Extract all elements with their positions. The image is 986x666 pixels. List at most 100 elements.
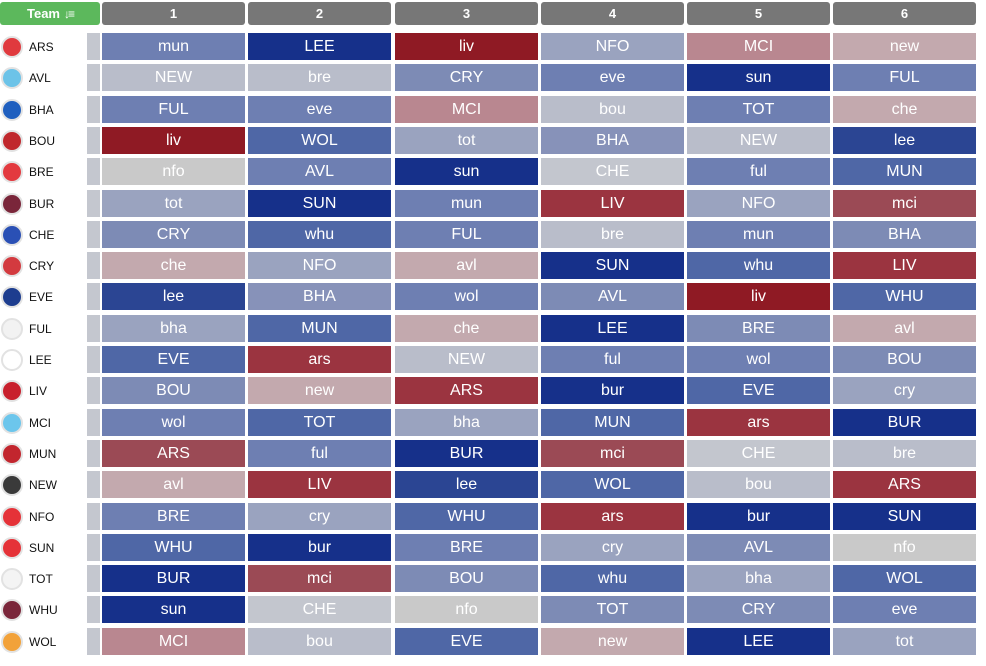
fixture-cell[interactable]: mun	[102, 33, 245, 60]
fixture-cell[interactable]: TOT	[541, 596, 684, 623]
fixture-cell[interactable]: wol	[687, 346, 830, 373]
fixture-cell[interactable]: sun	[102, 596, 245, 623]
fixture-cell[interactable]: LIV	[833, 252, 976, 279]
fixture-cell[interactable]: NEW	[687, 127, 830, 154]
row-drag-handle[interactable]	[87, 628, 100, 655]
fixture-cell[interactable]: MUN	[833, 158, 976, 185]
fixture-cell[interactable]: tot	[102, 190, 245, 217]
row-drag-handle[interactable]	[87, 315, 100, 342]
fixture-cell[interactable]: ARS	[833, 471, 976, 498]
fixture-cell[interactable]: NFO	[687, 190, 830, 217]
fixture-cell[interactable]: nfo	[395, 596, 538, 623]
fixture-cell[interactable]: WHU	[395, 503, 538, 530]
fixture-cell[interactable]: mci	[833, 190, 976, 217]
fixture-cell[interactable]: AVL	[248, 158, 391, 185]
fixture-cell[interactable]: LIV	[248, 471, 391, 498]
fixture-cell[interactable]: whu	[248, 221, 391, 248]
fixture-cell[interactable]: BOU	[395, 565, 538, 592]
fixture-cell[interactable]: mun	[395, 190, 538, 217]
fixture-cell[interactable]: lee	[102, 283, 245, 310]
fixture-cell[interactable]: EVE	[687, 377, 830, 404]
fixture-cell[interactable]: lee	[395, 471, 538, 498]
fixture-cell[interactable]: ars	[541, 503, 684, 530]
fixture-cell[interactable]: ful	[687, 158, 830, 185]
fixture-cell[interactable]: avl	[102, 471, 245, 498]
fixture-cell[interactable]: WOL	[541, 471, 684, 498]
fixture-cell[interactable]: BRE	[102, 503, 245, 530]
fixture-cell[interactable]: WOL	[833, 565, 976, 592]
row-drag-handle[interactable]	[87, 503, 100, 530]
fixture-cell[interactable]: sun	[687, 64, 830, 91]
team-sort-button[interactable]: Team ↓≡	[0, 2, 100, 25]
row-drag-handle[interactable]	[87, 471, 100, 498]
fixture-cell[interactable]: LEE	[248, 33, 391, 60]
row-drag-handle[interactable]	[87, 33, 100, 60]
fixture-cell[interactable]: cry	[541, 534, 684, 561]
fixture-cell[interactable]: BOU	[833, 346, 976, 373]
fixture-cell[interactable]: bou	[248, 628, 391, 655]
fixture-cell[interactable]: liv	[687, 283, 830, 310]
fixture-cell[interactable]: bur	[541, 377, 684, 404]
fixture-cell[interactable]: tot	[395, 127, 538, 154]
gameweek-column-header[interactable]: 5	[687, 2, 830, 25]
row-drag-handle[interactable]	[87, 221, 100, 248]
fixture-cell[interactable]: LIV	[541, 190, 684, 217]
row-drag-handle[interactable]	[87, 158, 100, 185]
fixture-cell[interactable]: CRY	[395, 64, 538, 91]
fixture-cell[interactable]: MUN	[541, 409, 684, 436]
row-drag-handle[interactable]	[87, 283, 100, 310]
fixture-cell[interactable]: CRY	[102, 221, 245, 248]
fixture-cell[interactable]: wol	[102, 409, 245, 436]
fixture-cell[interactable]: BHA	[248, 283, 391, 310]
fixture-cell[interactable]: che	[833, 96, 976, 123]
row-drag-handle[interactable]	[87, 96, 100, 123]
fixture-cell[interactable]: WOL	[248, 127, 391, 154]
gameweek-column-header[interactable]: 6	[833, 2, 976, 25]
fixture-cell[interactable]: bur	[248, 534, 391, 561]
fixture-cell[interactable]: WHU	[833, 283, 976, 310]
fixture-cell[interactable]: bou	[541, 96, 684, 123]
fixture-cell[interactable]: BOU	[102, 377, 245, 404]
row-drag-handle[interactable]	[87, 565, 100, 592]
fixture-cell[interactable]: ful	[541, 346, 684, 373]
fixture-cell[interactable]: FUL	[833, 64, 976, 91]
fixture-cell[interactable]: eve	[541, 64, 684, 91]
fixture-cell[interactable]: SUN	[248, 190, 391, 217]
fixture-cell[interactable]: BHA	[833, 221, 976, 248]
fixture-cell[interactable]: FUL	[102, 96, 245, 123]
row-drag-handle[interactable]	[87, 190, 100, 217]
fixture-cell[interactable]: EVE	[395, 628, 538, 655]
fixture-cell[interactable]: BUR	[833, 409, 976, 436]
fixture-cell[interactable]: ARS	[395, 377, 538, 404]
fixture-cell[interactable]: ars	[248, 346, 391, 373]
row-drag-handle[interactable]	[87, 596, 100, 623]
fixture-cell[interactable]: ARS	[102, 440, 245, 467]
fixture-cell[interactable]: liv	[395, 33, 538, 60]
fixture-cell[interactable]: MCI	[687, 33, 830, 60]
fixture-cell[interactable]: mci	[248, 565, 391, 592]
fixture-cell[interactable]: nfo	[833, 534, 976, 561]
fixture-cell[interactable]: EVE	[102, 346, 245, 373]
fixture-cell[interactable]: LEE	[541, 315, 684, 342]
fixture-cell[interactable]: bre	[248, 64, 391, 91]
fixture-cell[interactable]: NFO	[541, 33, 684, 60]
fixture-cell[interactable]: TOT	[687, 96, 830, 123]
fixture-cell[interactable]: TOT	[248, 409, 391, 436]
fixture-cell[interactable]: SUN	[833, 503, 976, 530]
fixture-cell[interactable]: new	[833, 33, 976, 60]
fixture-cell[interactable]: cry	[248, 503, 391, 530]
fixture-cell[interactable]: BRE	[687, 315, 830, 342]
row-drag-handle[interactable]	[87, 409, 100, 436]
gameweek-column-header[interactable]: 1	[102, 2, 245, 25]
fixture-cell[interactable]: bur	[687, 503, 830, 530]
fixture-cell[interactable]: MCI	[395, 96, 538, 123]
fixture-cell[interactable]: FUL	[395, 221, 538, 248]
fixture-cell[interactable]: whu	[687, 252, 830, 279]
fixture-cell[interactable]: bre	[833, 440, 976, 467]
fixture-cell[interactable]: MUN	[248, 315, 391, 342]
fixture-cell[interactable]: bha	[395, 409, 538, 436]
fixture-cell[interactable]: avl	[395, 252, 538, 279]
fixture-cell[interactable]: CRY	[687, 596, 830, 623]
row-drag-handle[interactable]	[87, 252, 100, 279]
fixture-cell[interactable]: CHE	[687, 440, 830, 467]
